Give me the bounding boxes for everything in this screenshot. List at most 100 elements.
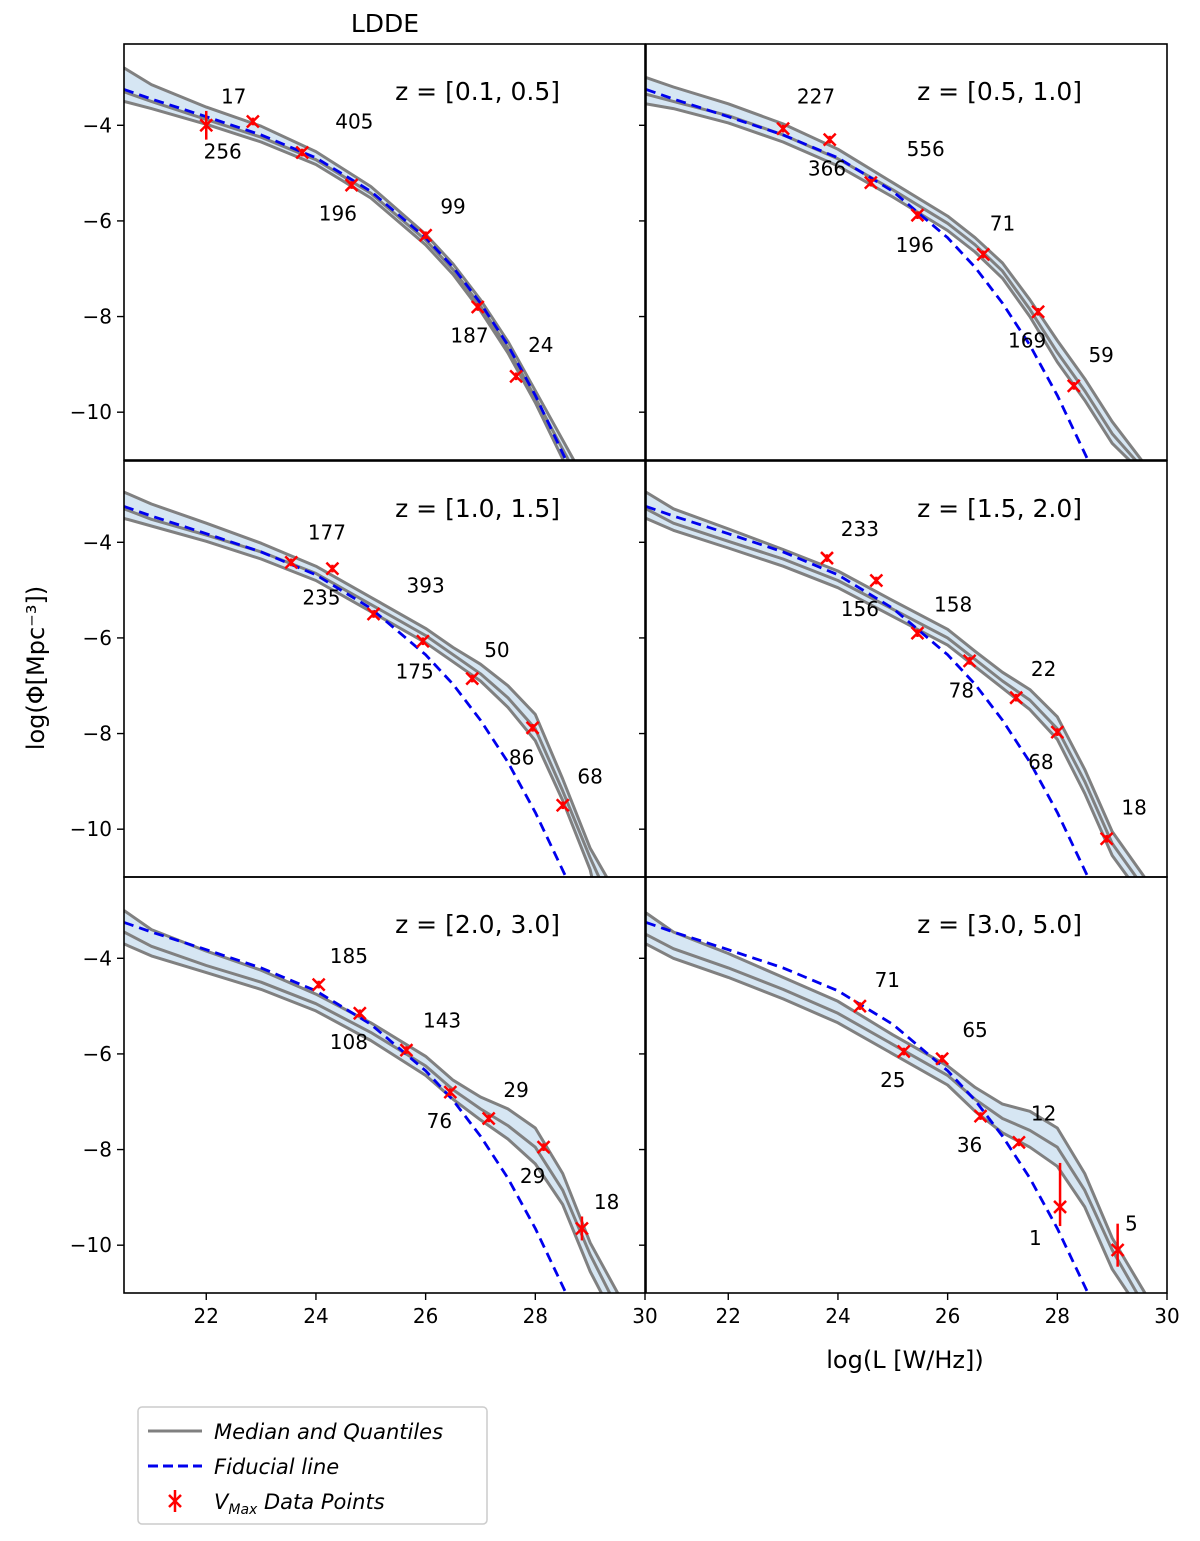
vmax-data-point <box>1009 690 1024 705</box>
y-tick-label: −4 <box>83 113 112 137</box>
count-label: 36 <box>957 1133 982 1157</box>
panel-4: 233 156 158 78 22 68 18 z = [1.5, 2.0] <box>639 460 1168 878</box>
point-marker-b <box>352 1006 367 1021</box>
y-tick-label: −8 <box>83 1138 112 1162</box>
upper-quantile-line <box>124 66 576 460</box>
count-label: 50 <box>484 638 509 662</box>
legend-v: V <box>214 1490 230 1514</box>
vmax-data-point <box>284 555 299 570</box>
vmax-data-point <box>295 145 310 160</box>
point-marker-b <box>1110 1243 1125 1257</box>
vmax-data-point <box>416 634 430 649</box>
y-tick-label: −6 <box>83 1042 112 1066</box>
lower-quantile-line <box>124 516 594 877</box>
point-marker-b <box>465 671 480 686</box>
fiducial-line <box>124 88 568 460</box>
count-label: 29 <box>503 1078 528 1102</box>
y-tick-label: −6 <box>83 626 112 650</box>
median-line <box>646 507 1139 877</box>
y-tick-label: −10 <box>70 400 112 424</box>
count-label: 29 <box>520 1164 545 1188</box>
count-label: 99 <box>440 195 465 219</box>
median-line <box>124 507 601 877</box>
count-label: 18 <box>594 1190 619 1214</box>
point-marker-b <box>853 999 867 1013</box>
vmax-data-point <box>555 798 570 813</box>
panel-frame <box>645 460 1168 878</box>
count-label: 227 <box>797 85 835 109</box>
count-label: 143 <box>423 1008 461 1032</box>
point-marker-b <box>575 1221 589 1236</box>
panel-label: z = [1.0, 1.5] <box>395 494 560 523</box>
count-label: 5 <box>1125 1212 1138 1236</box>
vmax-data-point <box>470 300 485 314</box>
count-label: 76 <box>427 1109 452 1133</box>
x-tick-label: 22 <box>716 1304 741 1328</box>
vmax-data-point <box>1110 1223 1125 1267</box>
count-label: 25 <box>880 1068 905 1092</box>
vmax-data-point <box>1099 831 1114 846</box>
vmax-data-point <box>896 1044 911 1059</box>
count-label: 366 <box>808 156 846 180</box>
count-label: 177 <box>308 521 346 545</box>
count-label: 196 <box>896 233 934 257</box>
point-marker-b <box>284 555 299 570</box>
point-marker-b <box>470 300 485 314</box>
lower-quantile-line <box>124 99 565 460</box>
point-marker-b <box>1031 304 1046 319</box>
point-marker-b <box>863 175 878 190</box>
point-marker-b <box>896 1044 911 1059</box>
legend-frame <box>137 1406 488 1525</box>
vmax-data-point <box>863 175 878 190</box>
vmax-data-point <box>973 1109 988 1123</box>
panel-plot-area <box>124 909 620 1293</box>
vmax-data-point <box>869 573 884 588</box>
panel-label: z = [2.0, 3.0] <box>395 910 560 939</box>
count-label: 233 <box>841 517 879 541</box>
count-label: 65 <box>962 1018 987 1042</box>
vmax-data-point <box>443 1085 458 1100</box>
vmax-data-point <box>1031 304 1046 319</box>
point-marker-b <box>481 1111 496 1126</box>
x-tick-label: 30 <box>632 1304 657 1328</box>
vmax-data-point <box>199 110 214 140</box>
point-marker-b <box>399 1043 414 1057</box>
count-label: 68 <box>577 765 602 789</box>
x-tick-label: 30 <box>1154 1304 1179 1328</box>
point-marker-b <box>536 1140 551 1155</box>
vmax-data-point <box>465 671 480 686</box>
x-tick-label: 28 <box>1045 1304 1070 1328</box>
panel-label: z = [1.5, 2.0] <box>917 494 1082 523</box>
vmax-data-point <box>311 977 326 992</box>
vmax-data-point <box>352 1006 367 1021</box>
point-marker-b <box>344 178 359 192</box>
x-tick-label: 26 <box>935 1304 960 1328</box>
count-label: 175 <box>396 659 434 683</box>
legend-suffix: Data Points <box>257 1490 384 1514</box>
point-marker-b <box>325 561 340 576</box>
vmax-data-point <box>910 208 925 223</box>
count-label: 59 <box>1088 343 1113 367</box>
vmax-data-point <box>525 720 540 735</box>
count-label: 556 <box>907 137 945 161</box>
y-tick-label: −8 <box>83 722 112 746</box>
panel-frame <box>645 43 1168 461</box>
lower-quantile-line <box>646 517 1130 877</box>
fiducial-line <box>646 88 1090 460</box>
panel-5: 185 108 143 76 29 29 18 z = [2.0, 3.0] −10 −8 −6 −4… <box>70 876 658 1328</box>
point-marker-b <box>1053 1200 1067 1214</box>
count-label: 86 <box>509 745 534 769</box>
vmax-data-point <box>575 1216 589 1241</box>
vmax-data-point <box>935 1051 950 1066</box>
panel-frame <box>123 876 646 1294</box>
panel-frame <box>645 876 1168 1294</box>
vmax-data-point <box>399 1043 414 1057</box>
count-label: 22 <box>1031 657 1056 681</box>
legend-data-points-label: VMax Data Points <box>214 1490 385 1518</box>
panel-label: z = [3.0, 5.0] <box>917 910 1082 939</box>
y-tick-label: −10 <box>70 817 112 841</box>
point-marker-b <box>776 121 790 136</box>
vmax-data-point <box>536 1140 551 1155</box>
panel-1: 17 256 405 196 99 187 24 z = [0.1, 0.5] −10 −8 −6 −… <box>70 43 646 461</box>
figure-title: LDDE <box>351 9 419 38</box>
